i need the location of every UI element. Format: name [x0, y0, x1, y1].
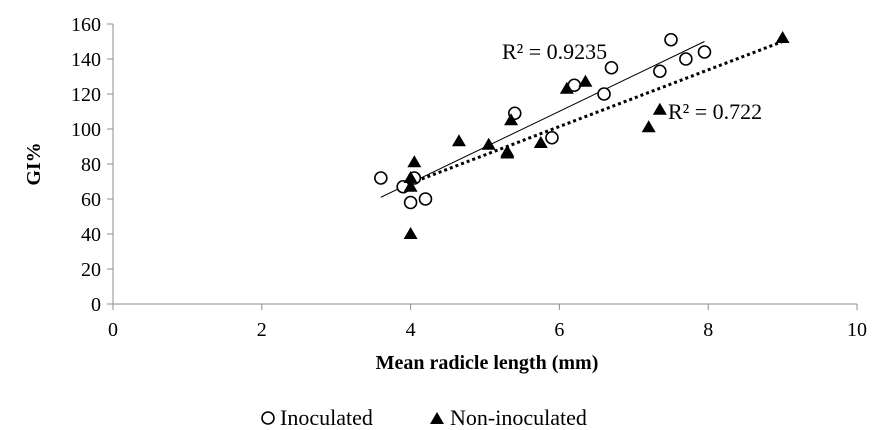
point-inoculated [653, 64, 667, 79]
x-tick-label: 8 [703, 319, 713, 341]
legend-label-inoculated: Inoculated [280, 405, 373, 430]
legend-marker-non-inoculated [430, 412, 444, 424]
point-non-inoculated [533, 136, 548, 148]
y-tick-label: 0 [91, 294, 101, 316]
trendline-inoculated [380, 41, 705, 198]
point-non-inoculated [504, 113, 519, 126]
x-tick-label: 6 [554, 319, 564, 341]
x-tick-label: 4 [406, 319, 416, 341]
r2-label-non-inoculated: R² = 0.722 [668, 99, 762, 124]
y-tick-label: 160 [71, 14, 101, 36]
y-tick-label: 20 [81, 259, 101, 281]
y-tick-label: 40 [81, 224, 101, 246]
y-tick-label: 100 [71, 119, 101, 141]
x-tick-label: 2 [257, 319, 267, 341]
legend-item-inoculated: Inoculated [261, 405, 373, 430]
point-non-inoculated [652, 102, 667, 115]
point-non-inoculated [403, 227, 418, 239]
point-non-inoculated [775, 31, 790, 43]
r2-label-inoculated: R² = 0.9235 [502, 39, 607, 64]
point-non-inoculated [403, 179, 418, 192]
point-inoculated [418, 192, 433, 206]
legend-marker-inoculated [261, 411, 275, 425]
y-tick-label: 140 [71, 49, 101, 71]
y-axis-title: GI% [23, 142, 45, 185]
x-tick-label: 10 [847, 319, 867, 341]
legend-label-non-inoculated: Non-inoculated [450, 405, 587, 430]
point-inoculated [604, 60, 619, 75]
point-non-inoculated [578, 74, 593, 87]
point-inoculated [597, 87, 611, 101]
legend-item-non-inoculated: Non-inoculated [430, 405, 587, 430]
y-tick-label: 80 [81, 154, 101, 176]
point-inoculated [697, 45, 712, 59]
trendlines [380, 40, 784, 198]
x-axis-title: Mean radicle length (mm) [376, 352, 599, 374]
point-non-inoculated [641, 120, 656, 133]
data-points [374, 31, 790, 239]
trendline-non-inoculated [410, 40, 784, 185]
point-inoculated [403, 195, 418, 210]
point-inoculated [545, 130, 559, 145]
point-inoculated [679, 52, 693, 66]
point-inoculated [374, 171, 388, 185]
point-non-inoculated [403, 171, 418, 183]
point-non-inoculated [481, 137, 496, 150]
y-tick-label: 120 [71, 84, 101, 106]
point-non-inoculated [407, 155, 422, 168]
point-non-inoculated [451, 134, 466, 147]
legend: Inoculated Non-inoculated [261, 405, 587, 430]
y-tick-label: 60 [81, 189, 101, 211]
point-non-inoculated [559, 81, 574, 94]
x-tick-label: 0 [108, 319, 118, 341]
point-non-inoculated [500, 146, 515, 159]
point-inoculated [664, 32, 678, 47]
